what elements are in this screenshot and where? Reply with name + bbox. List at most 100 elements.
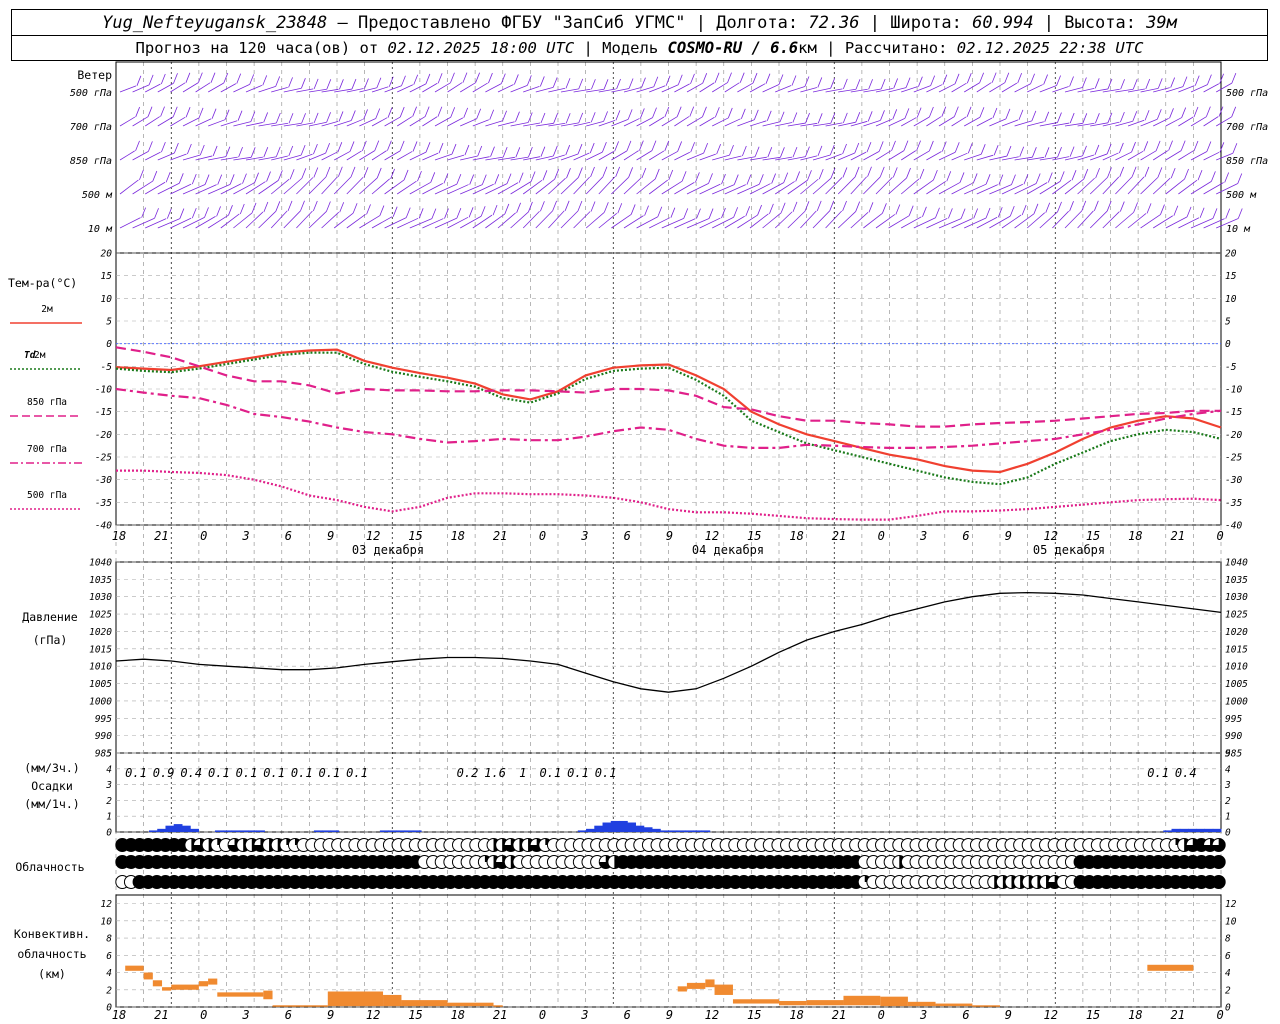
wind-barb-feather [985, 207, 991, 219]
hour-label-bottom: 0 [200, 1008, 207, 1022]
wind-barb-feather [376, 77, 382, 88]
wind-barb [472, 214, 493, 229]
wind-barb [900, 178, 920, 195]
wind-barb [913, 116, 930, 127]
cloud-fill [1212, 838, 1226, 852]
precip-title: Осадки [31, 779, 73, 793]
wind-barb-feather [251, 202, 257, 214]
wind-barb-feather [528, 146, 533, 158]
wind-barb [863, 151, 880, 161]
wind-barb [850, 176, 867, 195]
wind-barb-feather [1133, 202, 1138, 213]
wind-barb [1190, 151, 1208, 161]
precip-bar [577, 830, 587, 832]
legend-prefix: Td [24, 350, 36, 361]
wind-barb [1140, 118, 1158, 127]
wind-barb [901, 86, 918, 93]
wind-barb [1064, 155, 1083, 161]
wind-barb-feather [954, 142, 960, 153]
wind-barb-feather [191, 173, 197, 185]
temp-series-line [115, 348, 1222, 474]
wind-barb [409, 83, 427, 93]
wind-barb-feather [979, 107, 985, 118]
pressure-tick-right: 1025 [1225, 610, 1248, 621]
wind-barb [233, 156, 252, 161]
wind-barb [787, 156, 806, 161]
wind-barb [1216, 82, 1233, 93]
wind-barb [1115, 151, 1132, 161]
wind-barb-feather [1094, 144, 1100, 156]
convective-bar [162, 987, 172, 991]
wind-barb-feather [1107, 112, 1113, 123]
wind-barb-feather [918, 76, 923, 87]
wind-barb [623, 150, 639, 161]
wind-barb-feather [603, 202, 609, 213]
wind-barb [485, 83, 502, 93]
precip-bar [627, 822, 637, 832]
wind-barb-feather [644, 205, 649, 216]
wind-barb-feather [868, 202, 874, 213]
wind-barb-feather [779, 111, 785, 122]
wind-barb-feather [1095, 167, 1100, 179]
wind-barb-feather [403, 169, 409, 181]
wind-barb-feather [450, 72, 455, 83]
wind-barb-feather [991, 72, 997, 83]
wind-barb-feather [780, 202, 786, 213]
wind-barb-feather [1199, 207, 1205, 218]
wind-barb [333, 176, 352, 195]
wind-barb-feather [1044, 147, 1050, 158]
wind-barb-feather [437, 106, 443, 117]
wind-barb-feather [769, 203, 774, 215]
wind-barb [548, 154, 565, 161]
wind-barb-feather [767, 147, 773, 158]
wind-barb [586, 151, 603, 161]
wind-barb-feather [412, 106, 417, 117]
wind-barb-feather [506, 173, 512, 184]
wind-barb [208, 183, 231, 195]
wind-barb [1216, 218, 1239, 229]
wind-barb-feather [602, 166, 608, 177]
wind-barb-feather [670, 207, 676, 218]
hour-label-bottom: 6 [285, 1008, 292, 1022]
wind-barb-feather [830, 78, 835, 89]
wind-barb [296, 122, 314, 127]
hour-label: 15 [747, 529, 761, 543]
wind-barb [787, 210, 806, 229]
wind-barb [233, 84, 250, 93]
precip-tick-right: 2 [1225, 796, 1231, 807]
wind-barb [951, 218, 973, 229]
wind-barb [951, 183, 973, 195]
wind-barb [1115, 120, 1133, 127]
wind-barb-feather [868, 79, 873, 90]
wind-barb-feather [1107, 78, 1113, 90]
wind-barb [724, 184, 746, 195]
wind-barb [649, 85, 666, 93]
wind-barb [371, 150, 387, 161]
wind-barb-feather [941, 141, 947, 152]
wind-barb-feather [488, 72, 493, 84]
wind-level-label-left: 500 гПа [70, 88, 112, 99]
precip-bar [412, 830, 422, 832]
wind-barb [812, 122, 831, 127]
precip-unit-3h: (мм/3ч.) [24, 761, 79, 775]
wind-barb-feather [312, 200, 318, 212]
wind-barb-feather [1231, 72, 1237, 84]
wind-barb [1178, 150, 1194, 161]
precip-tick-left: 2 [106, 796, 112, 807]
hour-label: 9 [666, 529, 673, 543]
wind-barb [132, 151, 149, 161]
temp-series-line [116, 469, 1222, 521]
wind-barb [800, 155, 818, 161]
temp-tick-right: 10 [1225, 294, 1237, 305]
wind-barb-feather [492, 204, 498, 216]
wind-barb-feather [1120, 111, 1125, 123]
precip-bar [586, 828, 595, 832]
wind-barb-feather [325, 142, 330, 154]
convective-bar [806, 1000, 844, 1006]
wind-barb-feather [1170, 77, 1176, 88]
wind-barb [913, 85, 931, 93]
wind-barb [586, 88, 605, 93]
wind-barb [636, 117, 653, 127]
wind-barb [397, 84, 414, 93]
hour-label-bottom: 9 [327, 1008, 334, 1022]
